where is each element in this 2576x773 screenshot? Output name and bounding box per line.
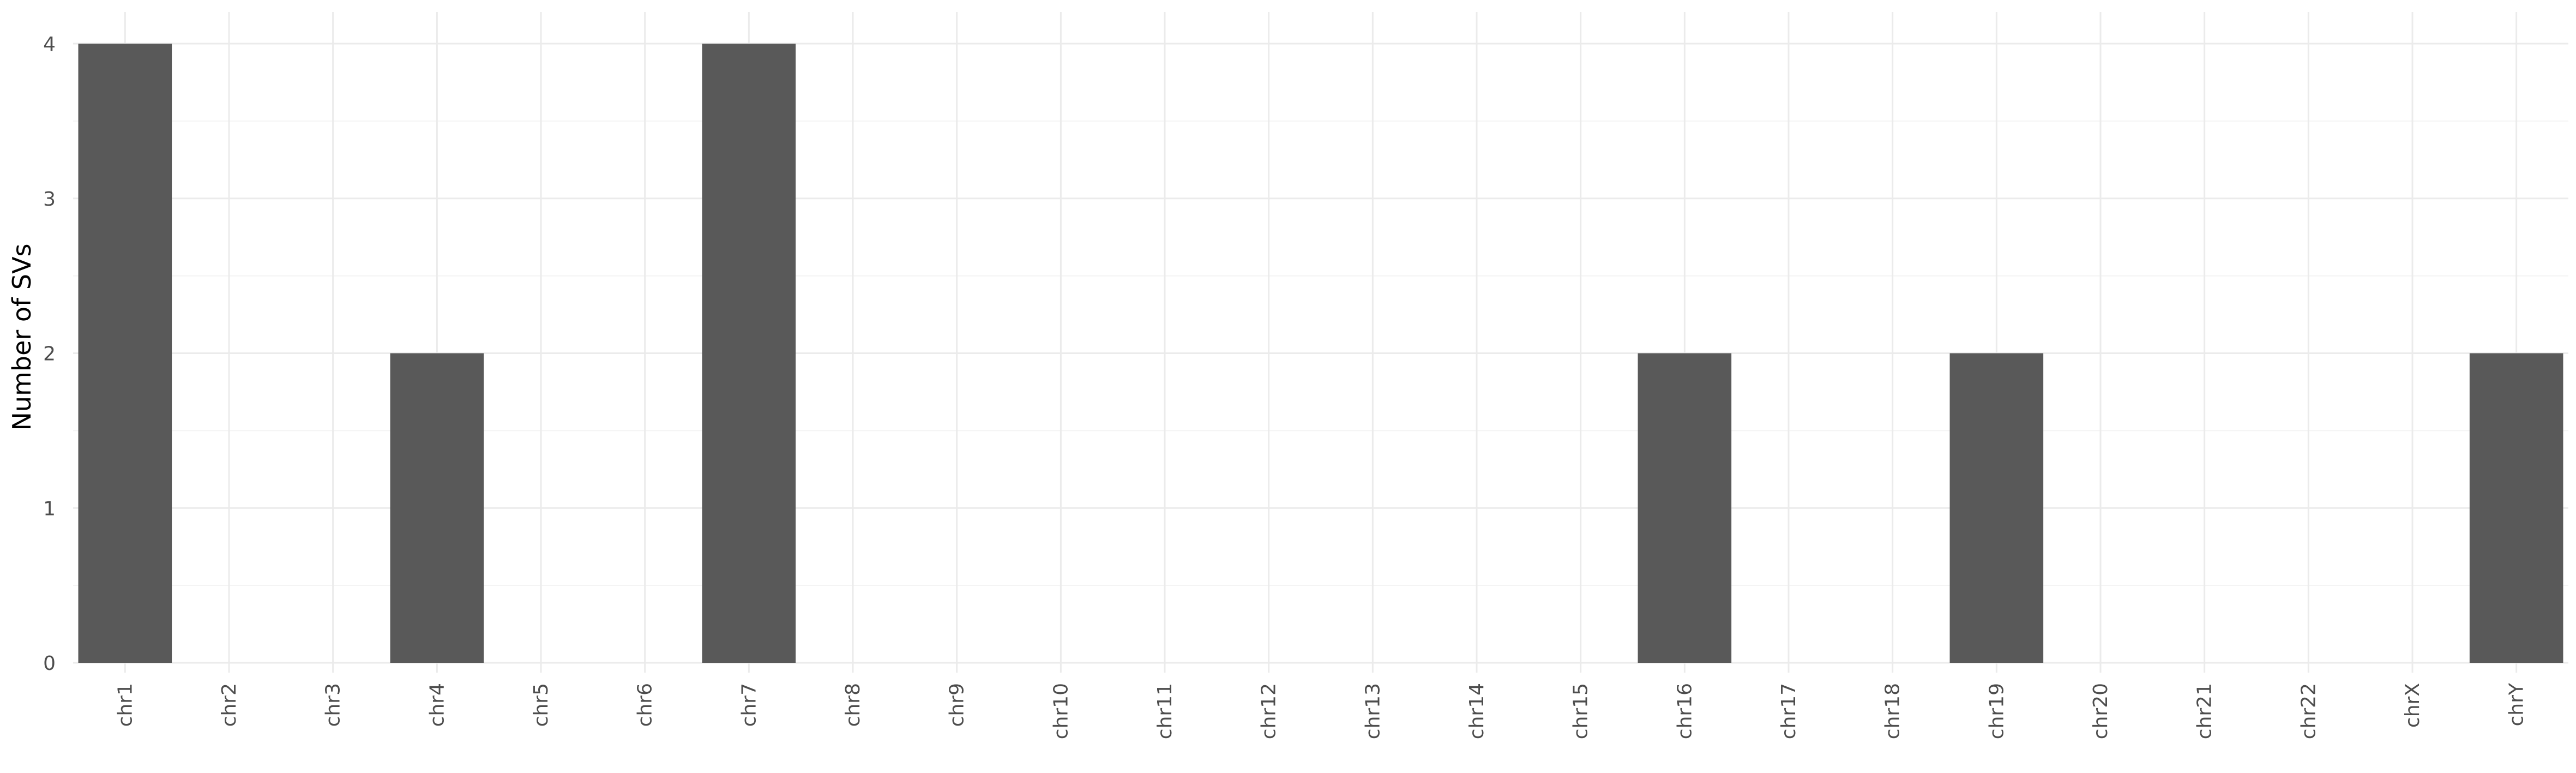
x-tick-label: chr20 <box>2090 683 2112 739</box>
x-tick-label: chr18 <box>1882 683 1904 739</box>
x-tick-label: chr1 <box>114 683 136 727</box>
y-tick-label: 0 <box>43 652 56 675</box>
x-tick-label: chr11 <box>1154 683 1176 739</box>
x-tick-label: chr5 <box>530 683 552 727</box>
x-tick-label: chr13 <box>1362 683 1384 739</box>
bar-chr19 <box>1949 353 2044 663</box>
x-tick-label: chr9 <box>946 683 968 727</box>
minor-gridlines <box>73 120 2568 586</box>
y-tick-label: 3 <box>43 188 56 211</box>
x-tick-label: chr14 <box>1466 683 1488 739</box>
x-tick-label: chr6 <box>634 683 657 727</box>
x-tick-label: chrY <box>2506 682 2528 726</box>
bars <box>78 44 2563 663</box>
bar-chr16 <box>1638 353 1732 663</box>
x-tick-label: chr4 <box>426 683 448 727</box>
y-tick-label: 2 <box>43 343 56 365</box>
x-tick-label: chr21 <box>2194 683 2216 739</box>
x-tick-label: chr2 <box>218 683 240 727</box>
major-gridlines <box>73 12 2568 673</box>
x-tick-label: chr19 <box>1985 683 2008 739</box>
x-tick-label: chr15 <box>1570 683 1592 739</box>
bar-chr7 <box>702 44 796 663</box>
bar-chrY <box>2469 353 2563 663</box>
x-tick-label: chr3 <box>322 683 345 727</box>
y-tick-label: 4 <box>43 33 56 56</box>
x-tick-label: chrX <box>2402 683 2424 728</box>
y-axis-title: Number of SVs <box>7 243 37 430</box>
x-tick-label: chr16 <box>1674 683 1696 739</box>
bar-chr1 <box>78 44 172 663</box>
x-tick-label: chr7 <box>738 683 760 727</box>
x-tick-label: chr12 <box>1258 683 1280 739</box>
x-tick-label: chr17 <box>1778 683 1800 739</box>
y-tick-label: 1 <box>43 498 56 520</box>
x-axis-tick-labels: chr1 chr2 chr3 chr4 chr5 chr6 chr7 chr8 chr9 chr1… <box>114 682 2527 739</box>
x-tick-label: chr22 <box>2297 683 2320 739</box>
y-axis-tick-labels: 0 1 2 3 4 <box>43 33 56 675</box>
x-tick-label: chr10 <box>1050 683 1072 739</box>
bar-chr4 <box>390 353 484 663</box>
x-tick-label: chr8 <box>842 683 864 727</box>
